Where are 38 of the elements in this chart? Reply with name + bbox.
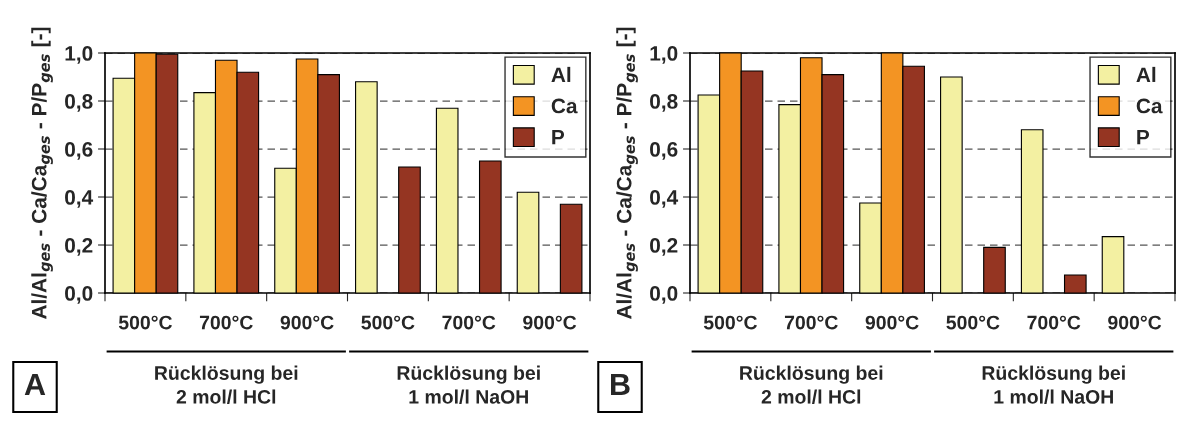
x-tick-label: 500°C	[118, 315, 173, 330]
y-tick-label: 0,6	[65, 142, 93, 160]
x-tick-label: 900°C	[523, 315, 577, 330]
y-tick-label: 0,6	[650, 142, 678, 160]
x-tick-label: 900°C	[1108, 315, 1162, 330]
x-tick-label: 700°C	[199, 315, 253, 330]
text: Rücklösung bei 2 mol/l HCl	[155, 365, 298, 404]
x-tick-label: 500°C	[946, 315, 1000, 330]
y-tick-label: 0,8	[65, 94, 93, 112]
x-tick-label: 700°C	[442, 315, 496, 330]
text: Rücklösung bei 1 mol/l NaOH	[397, 365, 540, 404]
y-tick-label: 1,0	[65, 46, 93, 64]
legend-label: P	[552, 130, 565, 145]
y-tick-label: 0,2	[650, 238, 678, 256]
text: Rücklösung bei 2 mol/l HCl	[740, 365, 883, 404]
x-tick-label: 500°C	[361, 315, 415, 330]
y-tick-label: 0,4	[65, 190, 94, 208]
y-tick-label: 0,0	[650, 286, 678, 304]
y-tick-label: 0,4	[650, 190, 679, 208]
y-tick-label: 0,0	[65, 286, 93, 304]
text: Rücklösung bei 1 mol/l NaOH	[982, 365, 1125, 404]
y-tick-label: 0,8	[650, 94, 678, 112]
y-axis-title: Al/Al$_{ges}$ - Ca/Ca$_{ges}$ - P/P$_{ges}$ [-]	[31, 27, 53, 320]
text: B	[611, 373, 630, 395]
legend-label: Ca	[1136, 98, 1163, 114]
text: A	[24, 373, 46, 395]
legend-label: Al	[551, 66, 571, 82]
legend-label: Ca	[551, 98, 578, 114]
x-tick-label: 900°C	[865, 315, 919, 330]
legend-label: P	[1137, 130, 1150, 145]
y-tick-label: 0,2	[65, 238, 93, 256]
y-tick-label: 1,0	[650, 46, 678, 64]
x-tick-label: 700°C	[1027, 315, 1081, 330]
y-axis-title: Al/Al$_{ges}$ - Ca/Ca$_{ges}$ - P/P$_{ges}$ [-]	[616, 27, 638, 320]
x-tick-label: 500°C	[703, 315, 758, 330]
x-tick-label: 900°C	[280, 315, 334, 330]
x-tick-label: 700°C	[784, 315, 838, 330]
legend-label: Al	[1136, 66, 1156, 82]
